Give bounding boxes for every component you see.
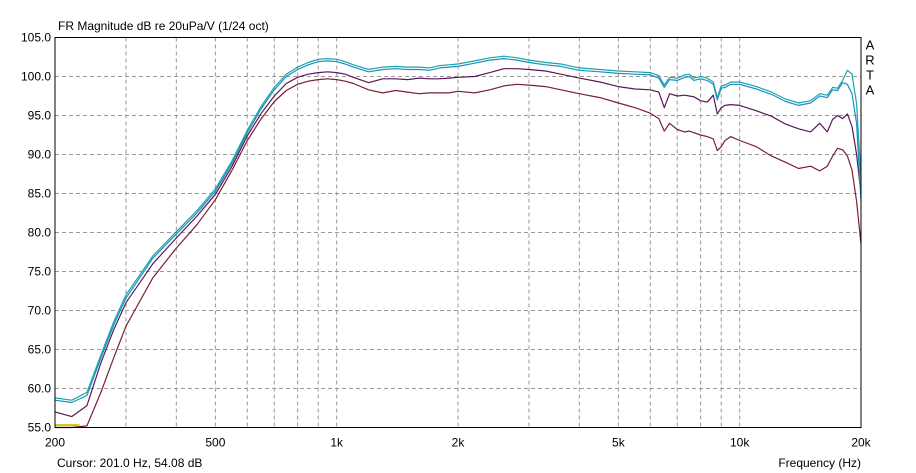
y-tick-label: 90.0 (28, 148, 52, 162)
y-tick-label: 85.0 (28, 187, 52, 201)
y-axis-ticks: 55.0 60.0 65.0 70.0 75.0 80.0 85.0 90.0 95.0 100.… (21, 31, 51, 435)
x-tick-label: 500 (205, 436, 225, 450)
series-line-1 (55, 78, 862, 429)
side-label-letter: R (865, 53, 874, 68)
x-tick-label: 200 (45, 436, 65, 450)
y-tick-label: 65.0 (28, 343, 52, 357)
y-tick-label: 60.0 (28, 382, 52, 396)
side-label-letter: A (866, 38, 875, 53)
plot-frame (54, 37, 862, 428)
x-tick-label: 10k (730, 436, 750, 450)
series-line-3 (54, 57, 862, 404)
y-tick-label: 55.0 (28, 421, 52, 435)
x-tick-label: 2k (452, 436, 466, 450)
series-line-4 (54, 55, 862, 401)
y-tick-label: 70.0 (28, 304, 52, 318)
y-tick-label: 80.0 (28, 226, 52, 240)
grid (55, 37, 861, 428)
x-axis-label: Frequency (Hz) (778, 456, 861, 470)
x-tick-label: 1k (330, 436, 344, 450)
y-tick-label: 105.0 (21, 31, 51, 45)
y-tick-label: 100.0 (21, 70, 51, 84)
side-label-letter: A (866, 83, 875, 98)
side-label-letter: T (866, 68, 874, 83)
x-tick-label: 20k (851, 436, 871, 450)
cursor-readout: Cursor: 201.0 Hz, 54.08 dB (57, 456, 202, 470)
y-tick-label: 75.0 (28, 265, 52, 279)
x-axis-ticks: 200 500 1k 2k 5k 10k 20k (45, 436, 872, 450)
chart-title: FR Magnitude dB re 20uPa/V (1/24 oct) (58, 19, 269, 33)
x-tick-label: 5k (612, 436, 626, 450)
series-group (54, 55, 862, 429)
series-line-2 (54, 68, 862, 418)
y-tick-label: 95.0 (28, 109, 52, 123)
